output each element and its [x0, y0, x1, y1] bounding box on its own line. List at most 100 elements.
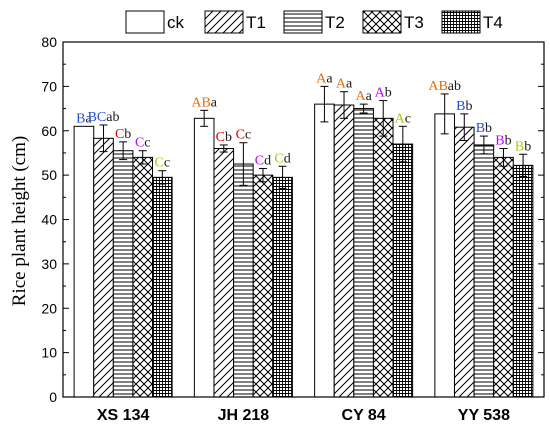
significance-upper: B: [515, 139, 524, 154]
legend-label-T2: T2: [325, 13, 345, 32]
bar-ck-2: [314, 103, 335, 398]
legend-swatch-T2: [283, 10, 323, 34]
significance-label: Aa: [336, 77, 353, 92]
significance-lower: a: [211, 95, 218, 110]
significance-lower: a: [366, 89, 373, 104]
bar-T3-2: [372, 117, 394, 398]
bar-T2-2: [353, 108, 374, 398]
significance-lower: b: [225, 130, 232, 145]
y-tick-label: 10: [41, 345, 57, 361]
significance-label: Cc: [236, 128, 252, 143]
y-tick-label: 70: [41, 78, 57, 94]
significance-lower: c: [144, 136, 150, 151]
legend-swatch-T4: [441, 10, 481, 34]
legend-label-T3: T3: [404, 13, 424, 32]
significance-upper: C: [216, 130, 225, 145]
bar-T1-0: [93, 137, 114, 398]
legend-label-ck: ck: [167, 13, 185, 32]
significance-label: ABab: [428, 79, 461, 94]
significance-upper: C: [115, 127, 124, 142]
significance-upper: C: [236, 128, 245, 143]
significance-label: Aa: [355, 89, 372, 104]
significance-label: Cb: [216, 130, 232, 145]
significance-lower: c: [245, 128, 251, 143]
x-category-label: YY 538: [458, 407, 510, 424]
legend-label-T1: T1: [246, 13, 266, 32]
significance-upper: C: [274, 151, 283, 166]
significance-lower: ab: [448, 79, 461, 94]
bar-ck-0: [73, 125, 95, 398]
significance-upper: B: [456, 99, 465, 114]
significance-label: Aa: [316, 71, 333, 86]
significance-upper: A: [336, 77, 347, 92]
significance-lower: b: [505, 134, 512, 149]
significance-lower: a: [326, 71, 333, 86]
y-axis-label: Rice plant height (cm): [9, 136, 30, 306]
significance-label: Cd: [255, 153, 271, 168]
bar-T2-1: [233, 163, 254, 398]
significance-lower: b: [485, 121, 492, 136]
significance-lower: a: [346, 77, 353, 92]
y-tick-label: 60: [41, 123, 57, 139]
x-category-label: CY 84: [342, 407, 386, 424]
bar-T4-2: [392, 143, 414, 398]
significance-lower: b: [465, 99, 472, 114]
significance-upper: A: [316, 71, 327, 86]
significance-upper: B: [476, 121, 485, 136]
significance-label: Bb: [495, 134, 511, 149]
bar-ck-1: [193, 117, 215, 398]
significance-upper: A: [355, 89, 366, 104]
significance-label: Cc: [135, 136, 151, 151]
significance-upper: B: [76, 111, 85, 126]
significance-upper: C: [155, 156, 164, 171]
bar-T4-1: [272, 176, 293, 398]
significance-upper: BC: [88, 110, 107, 125]
y-tick-label: 50: [41, 167, 57, 183]
significance-label: Bb: [456, 99, 472, 114]
legend-swatch-T3: [362, 10, 402, 34]
significance-lower: c: [164, 156, 170, 171]
significance-upper: C: [255, 153, 264, 168]
significance-label: Ac: [395, 111, 411, 126]
significance-upper: AB: [428, 79, 447, 94]
significance-label: Cd: [274, 151, 290, 166]
significance-lower: b: [385, 86, 392, 101]
y-tick-label: 80: [41, 34, 57, 50]
bar-T1-1: [213, 148, 235, 398]
significance-label: Ab: [375, 86, 392, 101]
significance-upper: A: [375, 86, 386, 101]
significance-lower: a: [85, 111, 92, 126]
bar-T2-3: [473, 144, 495, 398]
y-tick-label: 40: [41, 212, 57, 228]
bar-T1-3: [453, 126, 475, 398]
bar-T3-1: [252, 174, 274, 398]
axes: 0 10 20 30 40 50 60 70 80 XS 134 JH 218 CY 84 YY 538: [41, 34, 545, 424]
legend-swatch-T1: [204, 10, 244, 34]
y-tick-label: 0: [49, 389, 57, 405]
significance-lower: ab: [106, 110, 119, 125]
significance-upper: A: [395, 111, 406, 126]
bar-T3-0: [132, 156, 154, 398]
x-category-label: XS 134: [97, 407, 150, 424]
bar-T2-0: [112, 150, 134, 398]
bar-T4-3: [512, 164, 534, 398]
bar-T3-3: [493, 156, 514, 398]
significance-label: Ba: [76, 111, 92, 126]
bar-T1-2: [333, 104, 355, 398]
significance-lower: d: [264, 153, 271, 168]
legend-swatch-ck: [125, 10, 165, 34]
significance-label: Cc: [155, 156, 171, 171]
significance-label: Bb: [515, 139, 531, 154]
y-tick-label: 20: [41, 300, 57, 316]
significance-upper: AB: [191, 95, 210, 110]
significance-lower: c: [405, 111, 411, 126]
significance-label: BCab: [88, 110, 120, 125]
x-category-label: JH 218: [218, 407, 270, 424]
significance-lower: b: [524, 139, 531, 154]
significance-lower: d: [284, 151, 291, 166]
bar-ck-3: [434, 113, 455, 398]
significance-label: Cb: [115, 127, 131, 142]
y-tick-label: 30: [41, 256, 57, 272]
